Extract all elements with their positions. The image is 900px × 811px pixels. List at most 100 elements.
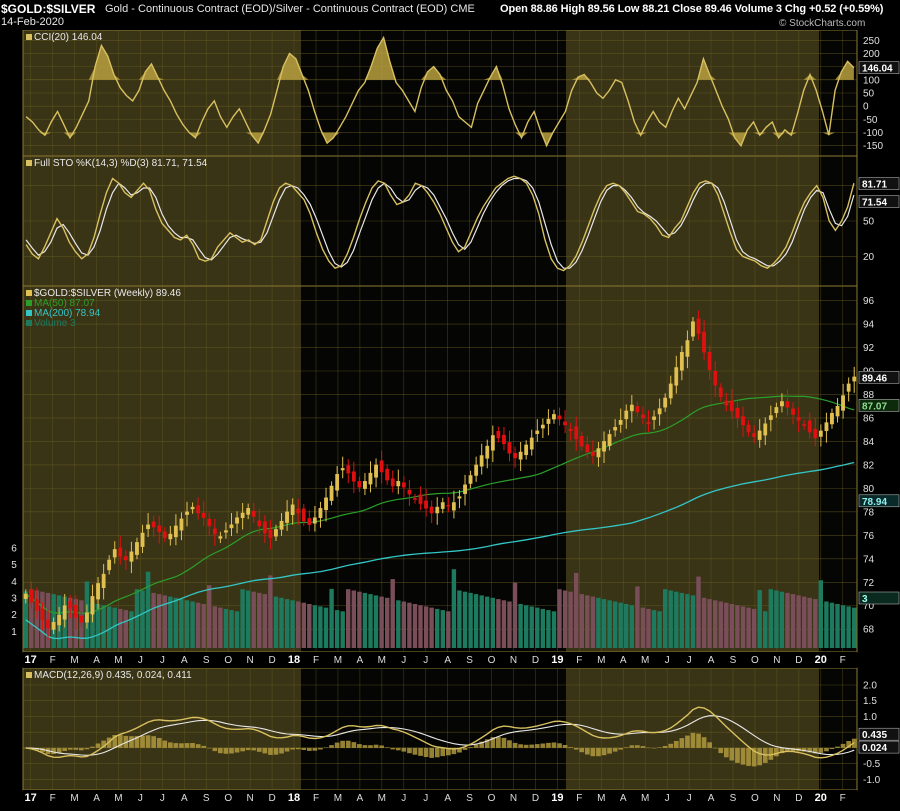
price-tick-label: 80 <box>863 484 875 495</box>
month-tick-label: J <box>160 793 165 804</box>
macd-histogram-bar <box>223 747 229 754</box>
candle-body <box>563 421 567 426</box>
macd-histogram-bar <box>256 747 262 752</box>
candle-body <box>185 511 189 515</box>
macd-histogram-bar <box>179 743 184 748</box>
candle <box>129 541 134 574</box>
price-tick-label: 96 <box>863 296 875 307</box>
candle-body <box>34 599 39 611</box>
sto-last-d-text: 71.54 <box>862 198 887 209</box>
volume-bar <box>284 599 290 648</box>
candle <box>729 389 734 420</box>
candle <box>85 604 89 629</box>
volume-bar <box>240 589 245 648</box>
candle-body <box>629 404 634 412</box>
candle <box>401 476 406 498</box>
macd-year-band <box>566 668 819 790</box>
candle <box>101 564 106 600</box>
candle <box>346 459 351 484</box>
month-tick-label: D <box>268 793 275 804</box>
macd-histogram-bar <box>573 747 579 750</box>
candle <box>457 490 462 509</box>
volume-bar <box>323 607 329 648</box>
month-tick-label: O <box>224 793 232 804</box>
macd-histogram-bar <box>290 747 295 750</box>
candle <box>151 515 156 538</box>
candle-body <box>346 465 351 474</box>
month-tick-label: O <box>751 655 759 666</box>
macd-histogram-bar <box>568 747 573 748</box>
macd-histogram-bar <box>334 742 340 748</box>
macd-histogram-bar <box>307 747 312 751</box>
volume-bar <box>34 590 40 648</box>
macd-histogram-bar <box>318 747 323 750</box>
candle-body <box>168 533 173 540</box>
volume-bar <box>362 592 368 648</box>
macd-histogram-bar <box>168 742 173 748</box>
candle <box>274 524 278 541</box>
volume-bar <box>618 602 623 648</box>
candle-body <box>702 331 706 353</box>
price-tick-label: 78 <box>863 507 875 518</box>
candle-body <box>296 508 301 514</box>
macd-histogram-bar <box>801 747 807 752</box>
candle-body <box>396 481 401 487</box>
candle-body <box>196 505 201 514</box>
candle-body <box>657 408 662 415</box>
volume-bar <box>685 594 690 648</box>
candle <box>713 361 718 397</box>
macd-histogram-bar <box>301 747 307 750</box>
month-tick-label: S <box>466 655 473 666</box>
year-tick-label: 17 <box>25 654 37 666</box>
volume-bar <box>29 589 34 648</box>
volume-bar <box>785 592 790 648</box>
candle <box>663 393 668 412</box>
cci-line <box>25 35 855 148</box>
candle-body <box>224 530 228 533</box>
price-tick-label: 94 <box>863 320 875 331</box>
candle-body <box>463 484 467 494</box>
cci-tick-label: -100 <box>863 128 883 139</box>
month-tick-label: M <box>378 793 386 804</box>
volume-bar <box>101 605 106 648</box>
candle-body <box>429 506 434 514</box>
macd-histogram-bar <box>295 747 301 750</box>
candle-body <box>507 442 512 454</box>
macd-histogram-bar <box>151 736 156 748</box>
macd-histogram-bar <box>73 747 79 750</box>
candle <box>301 504 306 526</box>
candle <box>429 500 434 523</box>
ma50-last-value: 87.07 <box>858 399 900 412</box>
macd-legend-swatch <box>26 672 32 678</box>
volume-bar <box>290 600 295 648</box>
candle <box>596 442 601 467</box>
month-tick-label: O <box>224 655 232 666</box>
ma50-label: MA(50) 87.07 <box>34 298 95 309</box>
macd-histogram-bar <box>657 747 662 748</box>
month-tick-label: D <box>795 655 802 666</box>
macd-y-axis: 2.01.51.00.50.0-0.5-1.0 <box>23 681 881 786</box>
candle <box>552 409 556 424</box>
month-tick-label: O <box>751 793 759 804</box>
price-last-close: 89.46 <box>858 371 900 384</box>
candle <box>641 406 645 425</box>
macd-histogram-bar <box>696 733 701 748</box>
candle-body <box>440 502 445 509</box>
candle-body <box>140 532 145 547</box>
candle <box>830 408 834 429</box>
candle <box>51 617 56 635</box>
candle-body <box>579 436 584 447</box>
year-tick-label: 17 <box>25 792 37 804</box>
macd-histogram-bar <box>101 740 106 748</box>
volume-bar <box>729 604 735 648</box>
macd-histogram-bar <box>812 747 818 754</box>
volume-bar <box>312 605 318 648</box>
candle <box>79 611 84 627</box>
candle-body <box>446 505 451 507</box>
candle <box>335 466 340 497</box>
candle-body <box>557 415 562 420</box>
candle <box>396 469 401 495</box>
volume-bar <box>173 597 179 648</box>
candle-body <box>796 416 801 421</box>
